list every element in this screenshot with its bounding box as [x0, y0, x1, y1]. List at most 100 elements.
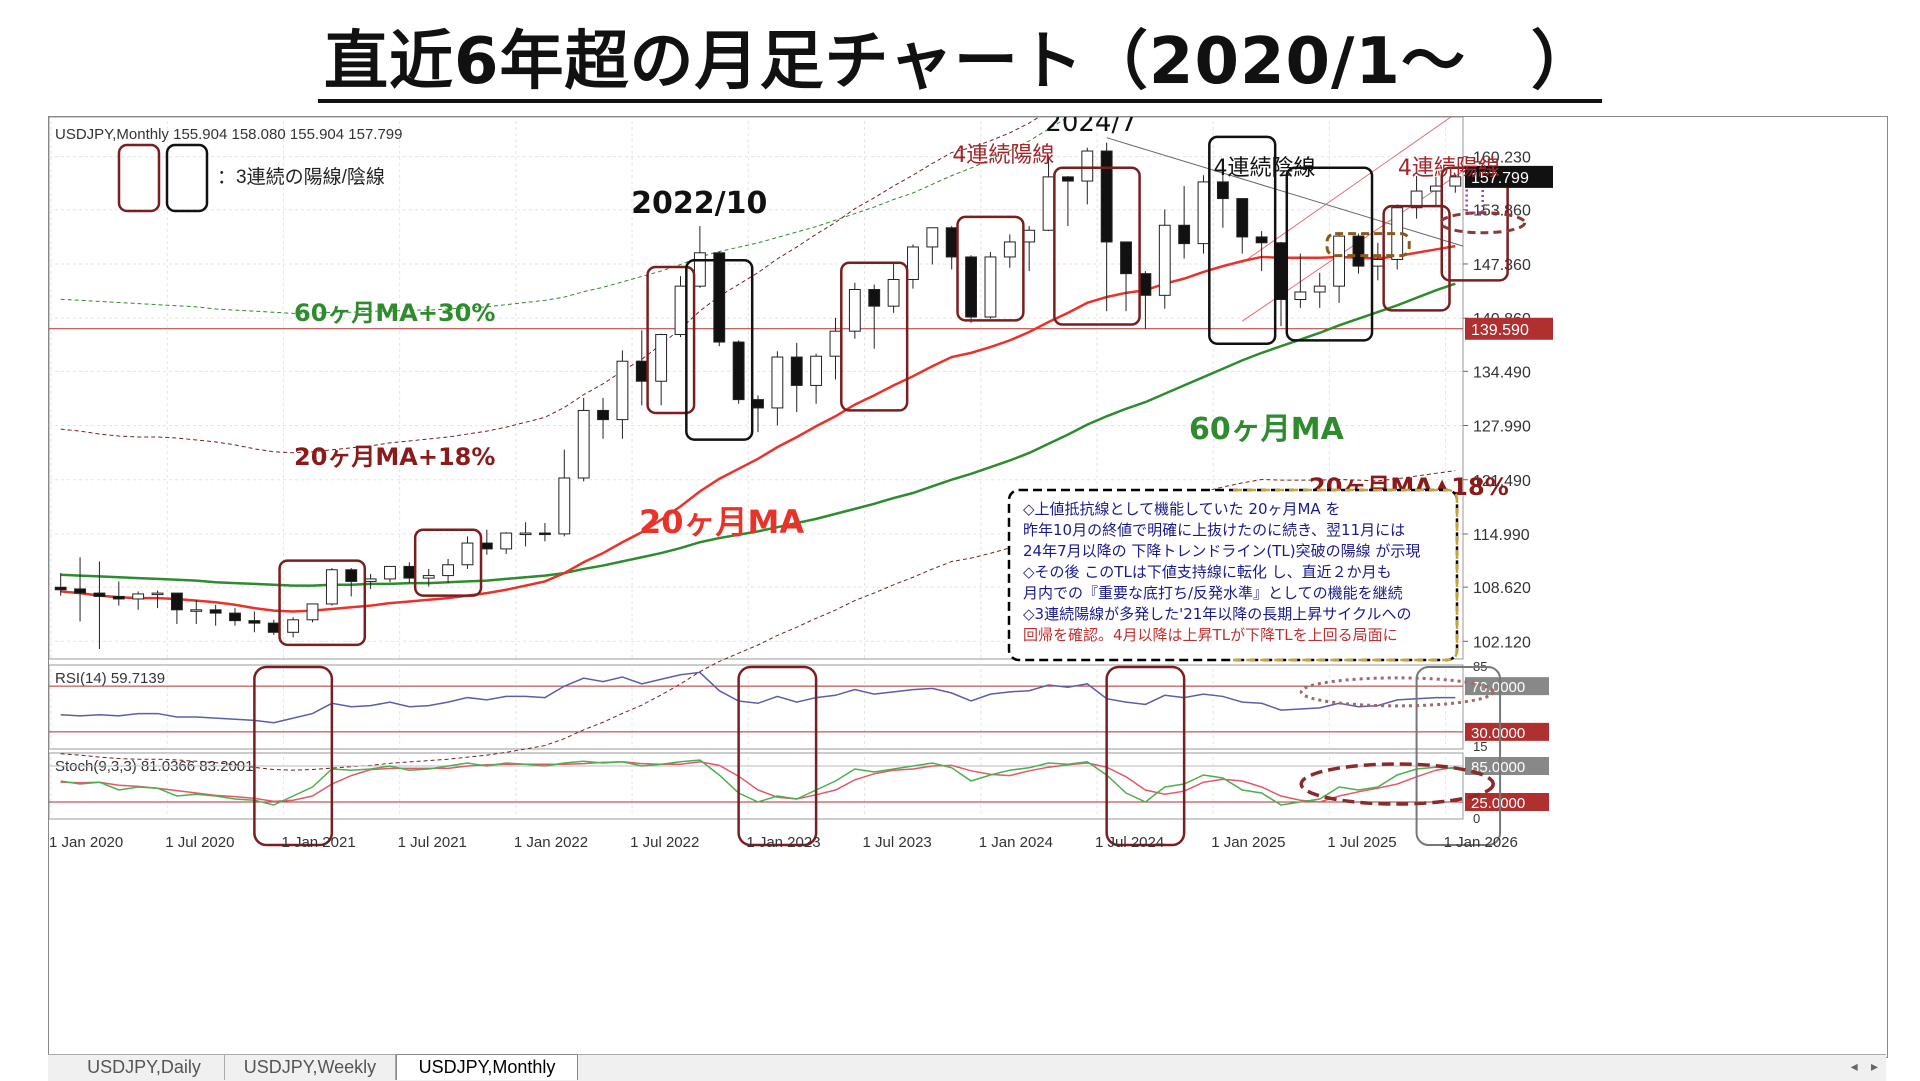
- osc-box-2023: [737, 665, 818, 847]
- commentary-line: ◇上値抵抗線として機能していた 20ヶ月MA を: [1023, 500, 1340, 518]
- candle-body: [771, 356, 784, 409]
- chart-annotation: 4連続陽線: [952, 143, 1054, 168]
- candle-body: [1139, 273, 1152, 296]
- chart-annotation: 20ヶ月MA+18%: [294, 443, 495, 471]
- candle-body: [1352, 235, 1365, 267]
- candle-body: [1100, 150, 1113, 243]
- candle-body: [306, 603, 319, 621]
- candle-body: [887, 278, 900, 307]
- candle-body: [345, 569, 358, 582]
- streak-box-down-2025: [1285, 166, 1374, 342]
- candle-body: [674, 285, 687, 336]
- tab-weekly[interactable]: USDJPY,Weekly: [225, 1055, 396, 1080]
- chart-annotation: 2022/10: [631, 186, 767, 221]
- rsi-panel-border: [49, 664, 1464, 750]
- chart-annotation: 20ヶ月MA: [639, 503, 804, 541]
- ytick-label: 121.490: [1473, 473, 1531, 490]
- streak-box-up-2021a: [278, 559, 367, 647]
- streak-box-up-2023a: [840, 261, 909, 412]
- candle-body: [132, 593, 145, 600]
- ytick-label: 127.990: [1473, 419, 1531, 436]
- candle-body: [539, 532, 551, 536]
- candle-body: [1449, 176, 1462, 187]
- candle-body: [1216, 181, 1229, 200]
- candle-body: [325, 569, 338, 605]
- osc-box-2021: [253, 665, 334, 847]
- candle-body: [1042, 176, 1055, 231]
- candle-body: [1294, 291, 1307, 300]
- xtick-label: 1 Jan 2022: [514, 834, 588, 851]
- rsi-panel-header: RSI(14) 59.7139: [55, 670, 165, 687]
- ytick-label: 160.230: [1473, 150, 1531, 167]
- candle-body: [190, 609, 203, 612]
- candle-body: [442, 564, 455, 577]
- chart-annotation: 2024/7: [1045, 117, 1136, 138]
- candle-body: [1236, 198, 1249, 238]
- candle-body: [209, 609, 222, 614]
- candle-body: [1197, 181, 1210, 245]
- candle-body: [1333, 235, 1346, 287]
- candle-body: [1178, 224, 1191, 245]
- xtick-label: 1 Jan 2026: [1444, 834, 1518, 851]
- ytick-label: 147.360: [1473, 257, 1531, 274]
- streak-box-up-2023b: [956, 215, 1025, 322]
- xtick-label: 1 Jul 2021: [398, 834, 467, 851]
- commentary-box-accent: [1233, 488, 1459, 662]
- chart-canvas[interactable]: 160.230153.860147.360140.860134.490127.9…: [49, 117, 1887, 1055]
- candle-body: [1003, 241, 1016, 258]
- streak-box-down-2022: [685, 259, 754, 441]
- xtick-label: 1 Jan 2021: [281, 834, 355, 851]
- candle-body: [1158, 224, 1171, 296]
- commentary-line: 24年7月以降の 下降トレンドライン(TL)突破の陽線 が示現: [1023, 542, 1420, 560]
- ytick-label: 102.120: [1473, 634, 1531, 651]
- xtick-label: 1 Jul 2025: [1327, 834, 1396, 851]
- candle-body: [829, 330, 842, 357]
- candle-body: [635, 360, 648, 382]
- candle-body: [965, 256, 977, 318]
- candle-body: [693, 252, 706, 287]
- xtick-label: 1 Jan 2020: [49, 834, 123, 851]
- stoch-highlight-ellipse: [1299, 762, 1495, 806]
- candle-body: [403, 565, 416, 579]
- hline-price-tag: [1465, 317, 1553, 340]
- chart-annotation: 60ヶ月MA+30%: [294, 299, 495, 327]
- candle-body: [577, 409, 590, 479]
- commentary-line: 月内での『重要な底打ち/反発水準』としての機能を継続: [1023, 584, 1403, 602]
- candle-body: [287, 619, 300, 633]
- candle-body: [868, 288, 881, 307]
- rsi-level-tag: [1465, 677, 1549, 696]
- hline-price-label: 139.590: [1471, 322, 1529, 339]
- streak-box-up-2024b: [1208, 135, 1277, 345]
- candle-body: [1410, 190, 1423, 209]
- tab-daily[interactable]: USDJPY,Daily: [64, 1055, 225, 1080]
- candle-body: [945, 227, 958, 258]
- candle-body: [93, 592, 106, 597]
- candle-body: [655, 334, 668, 382]
- candle-body: [558, 477, 571, 535]
- commentary-line: ◇3連続陽線が多発した'21年以降の長期上昇サイクルへの: [1023, 605, 1412, 623]
- candle-body: [752, 399, 764, 409]
- commentary-line: 回帰を確認。4月以降は上昇TLが下降TLを上回る局面に: [1023, 626, 1398, 644]
- xtick-label: 1 Jul 2023: [863, 834, 932, 851]
- candle-body: [597, 409, 609, 421]
- xtick-label: 1 Jan 2025: [1211, 834, 1285, 851]
- tab-monthly[interactable]: USDJPY,Monthly: [396, 1054, 578, 1080]
- candle-body: [616, 360, 629, 421]
- tab-scroll-arrows-icon[interactable]: ◂ ▸: [1850, 1059, 1878, 1075]
- candle-body: [907, 246, 919, 280]
- price-panel-border: [49, 117, 1464, 660]
- ma60-line: [60, 282, 1456, 587]
- rsi-scale-label: 15: [1473, 739, 1487, 754]
- ma20-line: [60, 244, 1456, 613]
- candle-body: [732, 341, 745, 401]
- ytick-label: 114.990: [1473, 527, 1530, 544]
- stoch-level-tag: [1465, 757, 1549, 775]
- uptrend-line-upper: [1241, 117, 1452, 264]
- xtick-label: 1 Jul 2020: [165, 834, 234, 851]
- ma20-minus18-line: [60, 470, 1456, 771]
- legend-box-up: [117, 143, 161, 213]
- candle-body: [1120, 241, 1132, 275]
- chart-window[interactable]: 160.230153.860147.360140.860134.490127.9…: [48, 116, 1888, 1058]
- candle-body: [926, 227, 939, 248]
- osc-box-2026: [1415, 666, 1502, 846]
